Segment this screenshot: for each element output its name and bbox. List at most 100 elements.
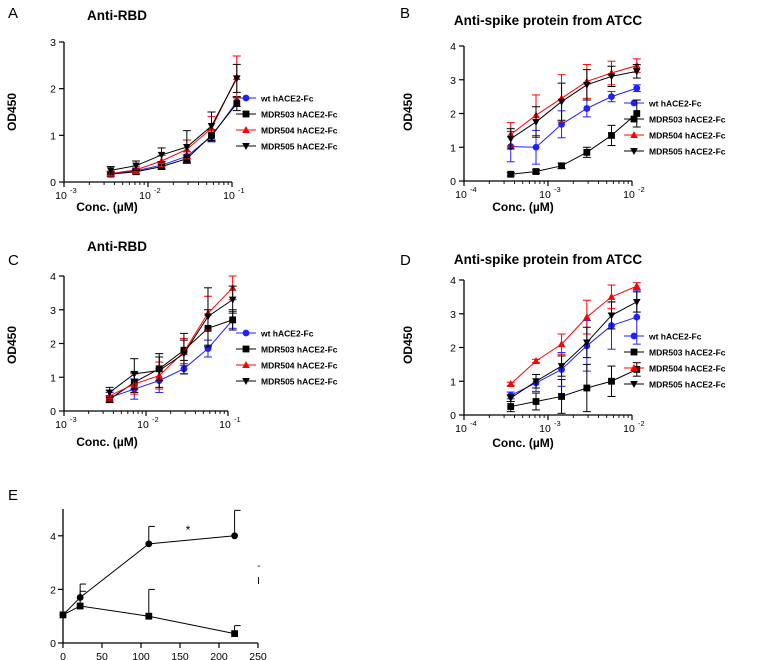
data-point: [608, 377, 615, 385]
legend-marker: [630, 131, 638, 138]
legend-marker: [242, 110, 250, 118]
series-line: [62, 605, 235, 635]
series-line: [110, 76, 238, 175]
data-point: [231, 630, 238, 638]
legend-marker: [242, 94, 250, 102]
y-tick-label: 3: [50, 305, 56, 317]
series-triangle: [106, 55, 241, 177]
x-tick-label-exp: -2: [152, 415, 159, 424]
series-line: [110, 78, 238, 171]
y-tick-label: 3: [450, 309, 456, 321]
legend-entry: MDR503 hACE2-Fc: [261, 110, 338, 120]
legend-entry: wt hACE2-Fc: [260, 329, 314, 339]
y-tick-label: 3: [50, 37, 56, 49]
data-point: [229, 316, 237, 324]
data-point: [506, 135, 515, 143]
data-point: [532, 118, 540, 126]
series-line: [109, 319, 233, 400]
data-point: [532, 378, 540, 386]
data-point: [532, 357, 540, 364]
data-point: [130, 370, 139, 378]
y-axis-label: OD450: [401, 93, 415, 131]
y-tick-label: 4: [450, 275, 456, 287]
data-point: [231, 532, 239, 540]
data-point: [145, 612, 153, 620]
series-line: [510, 285, 637, 385]
data-point: [204, 313, 212, 321]
series-line: [510, 316, 637, 396]
legend-marker: [242, 345, 250, 353]
data-point: [557, 98, 566, 106]
x-axis-label: Conc. (µM): [76, 200, 138, 214]
data-point: [632, 298, 641, 306]
series-line: [109, 299, 233, 393]
x-tick-label-exp: -4: [470, 419, 477, 428]
legend-entry: MDR505 hACE2-Fc: [649, 380, 726, 390]
data-point: [506, 395, 515, 403]
y-tick-label: 1: [50, 372, 56, 384]
legend-marker: [630, 115, 638, 123]
data-point: [607, 292, 616, 300]
legend-entry: MDR505 hACE2-Fc: [261, 142, 338, 152]
data-point: [558, 393, 565, 400]
series-line: [510, 368, 637, 408]
y-tick-label: 0: [450, 410, 456, 422]
series-line: [109, 287, 234, 397]
data-point: [507, 403, 515, 410]
data-point: [633, 84, 641, 92]
data-point: [105, 389, 114, 397]
x-tick-label-base: 10: [455, 423, 467, 435]
x-tick-label-exp: -3: [554, 185, 561, 194]
data-point: [183, 144, 191, 151]
series-triangle-down: [506, 291, 641, 403]
series-circle: [59, 509, 241, 619]
x-tick-label: 0: [60, 651, 66, 660]
legend-marker: [242, 378, 250, 385]
series-line: [62, 535, 235, 616]
legend-marker: [242, 361, 250, 368]
legend-entry: wt hACE2-Fc: [260, 94, 314, 104]
legend-entry: MDR505 hACE2-Fc: [261, 377, 338, 387]
legend-entry: MDR504 hACE2-Fc: [261, 126, 338, 136]
x-tick-label-base: 10: [539, 423, 551, 435]
chart-title: Anti-spike protein from ATCC: [454, 252, 642, 267]
legend-entry: MDR504 hACE2-Fc: [261, 361, 338, 371]
series-triangle-down: [105, 285, 237, 398]
series-triangle: [506, 58, 641, 147]
y-tick-label: 2: [50, 84, 56, 96]
y-tick-label: 4: [50, 531, 56, 543]
series-square: [506, 99, 641, 178]
legend-marker: [630, 381, 638, 388]
legend-entry: MDR503 hACE2-Fc: [649, 348, 726, 358]
x-axis-label: Conc. (µM): [76, 435, 138, 449]
series-triangle: [506, 282, 641, 387]
legend-marker: [630, 148, 638, 155]
data-point: [233, 100, 241, 107]
data-point: [132, 162, 140, 170]
series-circle: [506, 289, 641, 400]
series-line: [510, 65, 637, 135]
legend-entry: MDR504 hACE2-Fc: [649, 131, 726, 141]
data-point: [180, 350, 188, 358]
significance-star: *: [186, 523, 191, 537]
legend-marker: [630, 364, 638, 371]
x-tick-label-exp: -4: [470, 185, 477, 194]
data-point: [583, 148, 591, 156]
series-line: [510, 87, 637, 148]
legend-marker: [630, 99, 638, 107]
x-tick-label-base: 10: [623, 189, 635, 201]
legend-marker: [630, 348, 638, 356]
data-point: [583, 105, 591, 112]
y-axis-label: OD450: [5, 326, 19, 364]
y-tick-label: 4: [50, 271, 56, 283]
panel-e: E 0 2 4 0 50 100 150 200 250 * - I: [8, 487, 267, 660]
series-line: [510, 301, 638, 399]
series-square: [59, 588, 241, 638]
x-tick-label: 150: [171, 651, 189, 660]
data-point: [532, 398, 540, 405]
y-tick-label: 0: [50, 638, 56, 650]
x-tick-label: 250: [249, 651, 267, 660]
